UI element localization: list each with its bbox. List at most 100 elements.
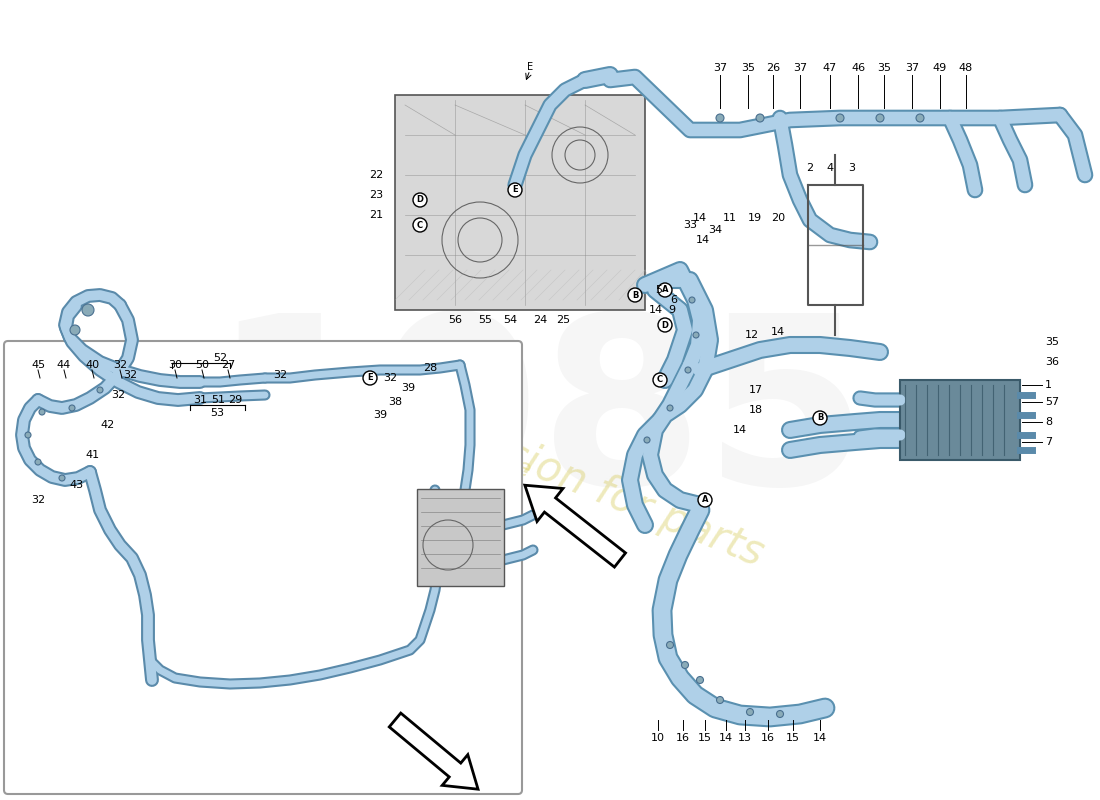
Text: C: C (417, 221, 424, 230)
Circle shape (756, 114, 764, 122)
Text: 1085: 1085 (211, 306, 869, 534)
Text: 26: 26 (766, 63, 780, 73)
Circle shape (689, 297, 695, 303)
Text: since: since (465, 437, 535, 483)
Text: 40: 40 (85, 360, 99, 370)
Text: 32: 32 (111, 390, 125, 400)
Circle shape (363, 371, 377, 385)
Text: A: A (702, 495, 708, 505)
Text: 32: 32 (123, 370, 138, 380)
Text: 42: 42 (101, 420, 116, 430)
Text: 8: 8 (1045, 417, 1052, 427)
Text: 44: 44 (57, 360, 72, 370)
Text: 37: 37 (793, 63, 807, 73)
FancyArrow shape (525, 486, 626, 567)
Text: 57: 57 (1045, 397, 1059, 407)
Circle shape (716, 697, 724, 703)
Text: 1: 1 (1045, 380, 1052, 390)
Circle shape (682, 662, 689, 669)
Text: 50: 50 (195, 360, 209, 370)
Text: 54: 54 (503, 315, 517, 325)
Text: 7: 7 (1045, 437, 1052, 447)
Circle shape (69, 405, 75, 411)
Text: 14: 14 (649, 305, 663, 315)
Circle shape (813, 411, 827, 425)
Circle shape (836, 114, 844, 122)
Circle shape (653, 373, 667, 387)
Text: 4: 4 (826, 163, 834, 173)
Text: 45: 45 (31, 360, 45, 370)
Circle shape (916, 114, 924, 122)
Text: 21: 21 (368, 210, 383, 220)
Text: 35: 35 (1045, 337, 1059, 347)
Circle shape (412, 218, 427, 232)
Text: 9: 9 (669, 305, 675, 315)
Text: 13: 13 (738, 733, 752, 743)
Text: D: D (417, 195, 424, 205)
Circle shape (39, 409, 45, 415)
Circle shape (698, 493, 712, 507)
Circle shape (658, 318, 672, 332)
Text: 28: 28 (422, 363, 437, 373)
Text: 23: 23 (368, 190, 383, 200)
Text: 14: 14 (693, 213, 707, 223)
Circle shape (667, 642, 673, 649)
Text: 14: 14 (733, 425, 747, 435)
Text: 15: 15 (698, 733, 712, 743)
Text: 49: 49 (933, 63, 947, 73)
Text: 14: 14 (719, 733, 733, 743)
Text: 18: 18 (749, 405, 763, 415)
Text: 36: 36 (1045, 357, 1059, 367)
Text: 37: 37 (713, 63, 727, 73)
Text: 39: 39 (400, 383, 415, 393)
Text: 16: 16 (676, 733, 690, 743)
Text: 27: 27 (221, 360, 235, 370)
Text: 20: 20 (771, 213, 785, 223)
Circle shape (716, 114, 724, 122)
Text: 10: 10 (651, 733, 666, 743)
Text: passion for parts: passion for parts (430, 405, 770, 575)
Text: 37: 37 (905, 63, 920, 73)
Text: 32: 32 (383, 373, 397, 383)
Text: 33: 33 (683, 220, 697, 230)
Text: 16: 16 (761, 733, 776, 743)
Circle shape (70, 325, 80, 335)
Text: 31: 31 (192, 395, 207, 405)
Text: 2: 2 (806, 163, 814, 173)
Text: 35: 35 (741, 63, 755, 73)
Circle shape (508, 183, 522, 197)
Text: 17: 17 (749, 385, 763, 395)
Text: 14: 14 (813, 733, 827, 743)
Text: A: A (662, 286, 669, 294)
Circle shape (59, 475, 65, 481)
Bar (900, 380, 1020, 460)
Text: B: B (631, 290, 638, 299)
Circle shape (35, 459, 41, 465)
Text: 51: 51 (211, 395, 226, 405)
Text: 5: 5 (654, 285, 662, 295)
Text: 15: 15 (786, 733, 800, 743)
Text: 48: 48 (959, 63, 974, 73)
Text: 56: 56 (448, 315, 462, 325)
Text: 47: 47 (823, 63, 837, 73)
Text: E: E (527, 62, 534, 72)
Text: 30: 30 (168, 360, 182, 370)
Text: 52: 52 (213, 353, 227, 363)
Text: 53: 53 (210, 408, 224, 418)
Circle shape (412, 193, 427, 207)
Circle shape (693, 332, 698, 338)
Text: 19: 19 (748, 213, 762, 223)
Text: C: C (657, 375, 663, 385)
Text: 6: 6 (670, 295, 676, 305)
Circle shape (876, 114, 884, 122)
Circle shape (777, 710, 783, 718)
Text: 11: 11 (723, 213, 737, 223)
FancyBboxPatch shape (4, 341, 522, 794)
Circle shape (82, 304, 94, 316)
Text: 12: 12 (745, 330, 759, 340)
Circle shape (696, 677, 704, 683)
Text: 38: 38 (388, 397, 403, 407)
Text: 32: 32 (31, 495, 45, 505)
FancyArrow shape (389, 713, 478, 790)
Text: 14: 14 (696, 235, 711, 245)
